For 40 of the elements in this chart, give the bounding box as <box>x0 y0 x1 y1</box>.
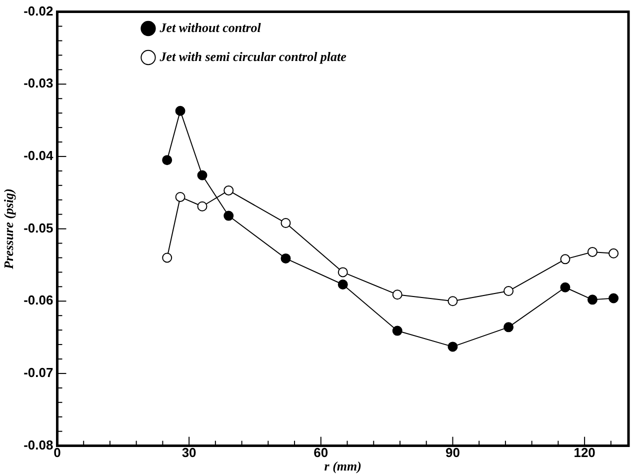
y-tick-label: -0.06 <box>24 292 54 308</box>
point <box>162 252 172 263</box>
point <box>392 290 402 300</box>
x-tick-label: 90 <box>445 445 460 460</box>
y-tick-label: -0.04 <box>24 148 54 164</box>
point <box>587 294 598 305</box>
point <box>280 218 291 228</box>
point <box>608 248 619 258</box>
point <box>448 296 458 306</box>
x-tick-label: 30 <box>182 445 196 460</box>
point <box>224 210 234 221</box>
legend-label: Jet with semi circular control plate <box>158 48 347 64</box>
point <box>504 286 514 296</box>
x-tick-label: 60 <box>314 445 328 460</box>
point <box>392 326 402 336</box>
point <box>608 293 619 304</box>
y-tick-label: -0.02 <box>24 3 54 18</box>
point <box>175 192 186 202</box>
y-axis-title: Pressure (psig) <box>1 188 16 270</box>
point <box>560 254 570 264</box>
y-tick-label: -0.07 <box>24 365 54 380</box>
point <box>197 201 208 212</box>
point <box>587 246 598 257</box>
y-tick-label: -0.03 <box>24 76 54 91</box>
point <box>448 342 458 352</box>
point <box>560 282 570 292</box>
y-tick-label: -0.08 <box>24 437 54 452</box>
y-tick-label: -0.05 <box>24 220 54 236</box>
legend-label: Jet without control <box>158 20 262 35</box>
point <box>504 322 514 332</box>
x-axis-title: r (mm) <box>324 458 362 474</box>
point <box>197 170 208 180</box>
point <box>175 106 186 116</box>
x-tick-label: 120 <box>574 445 596 460</box>
point <box>162 155 172 166</box>
point <box>280 253 291 264</box>
point <box>338 279 348 290</box>
x-tick-label: 0 <box>54 445 61 460</box>
point <box>338 267 348 278</box>
point <box>224 185 234 196</box>
